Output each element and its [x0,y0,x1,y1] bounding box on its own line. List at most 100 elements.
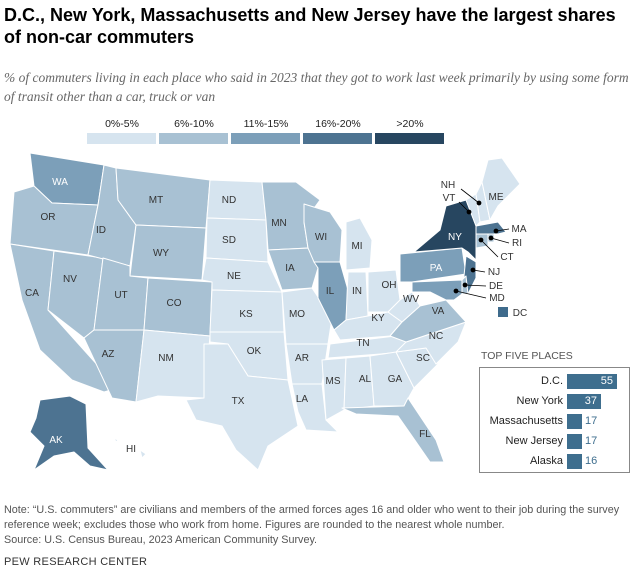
chart-title: D.C., New York, Massachusetts and New Je… [4,5,616,47]
label-in: IN [352,286,362,297]
legend-swatch-over-20 [375,133,444,144]
label-ct: CT [500,252,513,263]
legend-swatch-11-15 [231,133,300,144]
label-va: VA [432,306,445,317]
label-nd: ND [222,195,236,206]
label-co: CO [167,298,182,309]
state-ga [369,351,415,407]
legend-swatch-0-5 [87,133,156,144]
top-five-row: New Jersey 17 [481,433,631,451]
label-md: MD [489,293,505,304]
top-five-value: 55 [600,375,613,387]
label-ok: OK [247,346,262,357]
top-five-row: Alaska 16 [481,453,631,471]
label-ia: IA [285,263,295,274]
state-mi [345,217,373,271]
top-five-name: Massachusetts [489,415,563,427]
top-five-bar [567,434,582,449]
top-five-row: Massachusetts 17 [481,413,631,431]
source-line: Source: U.S. Census Bureau, 2023 America… [4,534,318,546]
label-ky: KY [371,313,385,324]
credit-line: PEW RESEARCH CENTER [4,556,148,568]
top-five-value: 17 [585,435,598,447]
label-sc: SC [416,353,430,364]
state-az [83,329,145,403]
legend-label-11-15: 11%-15% [243,118,289,130]
label-al: AL [359,374,372,385]
state-nm [135,329,211,403]
label-ma: MA [512,224,527,235]
top-five-header: TOP FIVE PLACES [481,350,573,362]
label-dc: DC [513,308,527,319]
legend-label-0-5: 0%-5% [105,118,139,130]
label-ny: NY [448,232,462,243]
top-five-value: 16 [585,455,598,467]
label-mi: MI [351,241,362,252]
label-ar: AR [295,353,309,364]
state-hi [113,437,147,459]
label-mt: MT [149,195,163,206]
label-me: ME [489,192,504,203]
label-la: LA [296,394,309,405]
top-five-bar [567,394,601,409]
label-wy: WY [153,248,169,259]
label-nv: NV [63,274,77,285]
legend-label-16-20: 16%-20% [315,118,361,130]
top-five-name: Alaska [529,455,563,467]
legend-swatch-16-20 [303,133,372,144]
label-mo: MO [289,309,305,320]
state-la [291,383,339,433]
state-ne [201,257,283,293]
state-sd [205,217,269,263]
callout-leaders [453,188,510,299]
label-ms: MS [326,376,341,387]
label-id: ID [96,225,106,236]
label-nc: NC [429,331,443,342]
label-ut: UT [114,290,127,301]
chart-subtitle: % of commuters living in each place who … [4,70,629,104]
state-me [481,157,521,221]
top-five-name: D.C. [541,375,563,387]
label-wa: WA [52,177,68,188]
label-ga: GA [388,374,403,385]
legend-label-over-20: >20% [396,118,424,130]
top-five-bar [567,414,582,429]
label-ne: NE [227,271,241,282]
state-wv [387,291,421,323]
label-il: IL [326,286,335,297]
state-ma [475,221,507,235]
top-five-name: New York [516,395,563,407]
footnote: Note: “U.S. commuters” are civilians and… [4,504,620,531]
top-five-bar [567,374,617,389]
label-ks: KS [239,309,253,320]
label-vt: VT [443,193,456,204]
state-md [411,279,463,301]
label-wi: WI [315,232,327,243]
label-hi: HI [126,444,136,455]
state-nd [206,179,267,221]
dc-swatch [498,307,508,317]
label-fl: FL [419,429,431,440]
label-tn: TN [356,338,369,349]
label-oh: OH [382,280,397,291]
state-fl [341,397,445,463]
label-ca: CA [25,288,39,299]
label-az: AZ [102,349,115,360]
top-five-name: New Jersey [505,435,563,447]
label-nj: NJ [488,267,500,278]
label-nh: NH [441,180,455,191]
top-five-value: 37 [584,395,597,407]
legend-label-6-10: 6%-10% [174,118,214,130]
label-pa: PA [430,263,443,274]
state-ms [321,357,347,421]
label-tx: TX [232,396,245,407]
label-nm: NM [158,353,174,364]
state-ak [29,395,109,471]
label-de: DE [489,281,503,292]
label-ak: AK [49,435,63,446]
state-ar [285,343,329,385]
top-five-row: New York 37 [481,393,631,411]
state-ia [267,247,319,291]
label-sd: SD [222,235,236,246]
top-five-bar [567,454,582,469]
